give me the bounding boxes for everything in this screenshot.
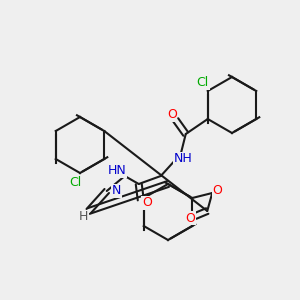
Text: O: O <box>167 109 177 122</box>
Text: NH: NH <box>173 152 192 166</box>
Text: O: O <box>212 184 222 197</box>
Text: O: O <box>142 196 152 209</box>
Text: Cl: Cl <box>196 76 209 89</box>
Text: N: N <box>112 184 122 197</box>
Text: H: H <box>79 211 88 224</box>
Text: Cl: Cl <box>69 176 81 190</box>
Text: HN: HN <box>107 164 126 178</box>
Text: O: O <box>185 212 195 224</box>
